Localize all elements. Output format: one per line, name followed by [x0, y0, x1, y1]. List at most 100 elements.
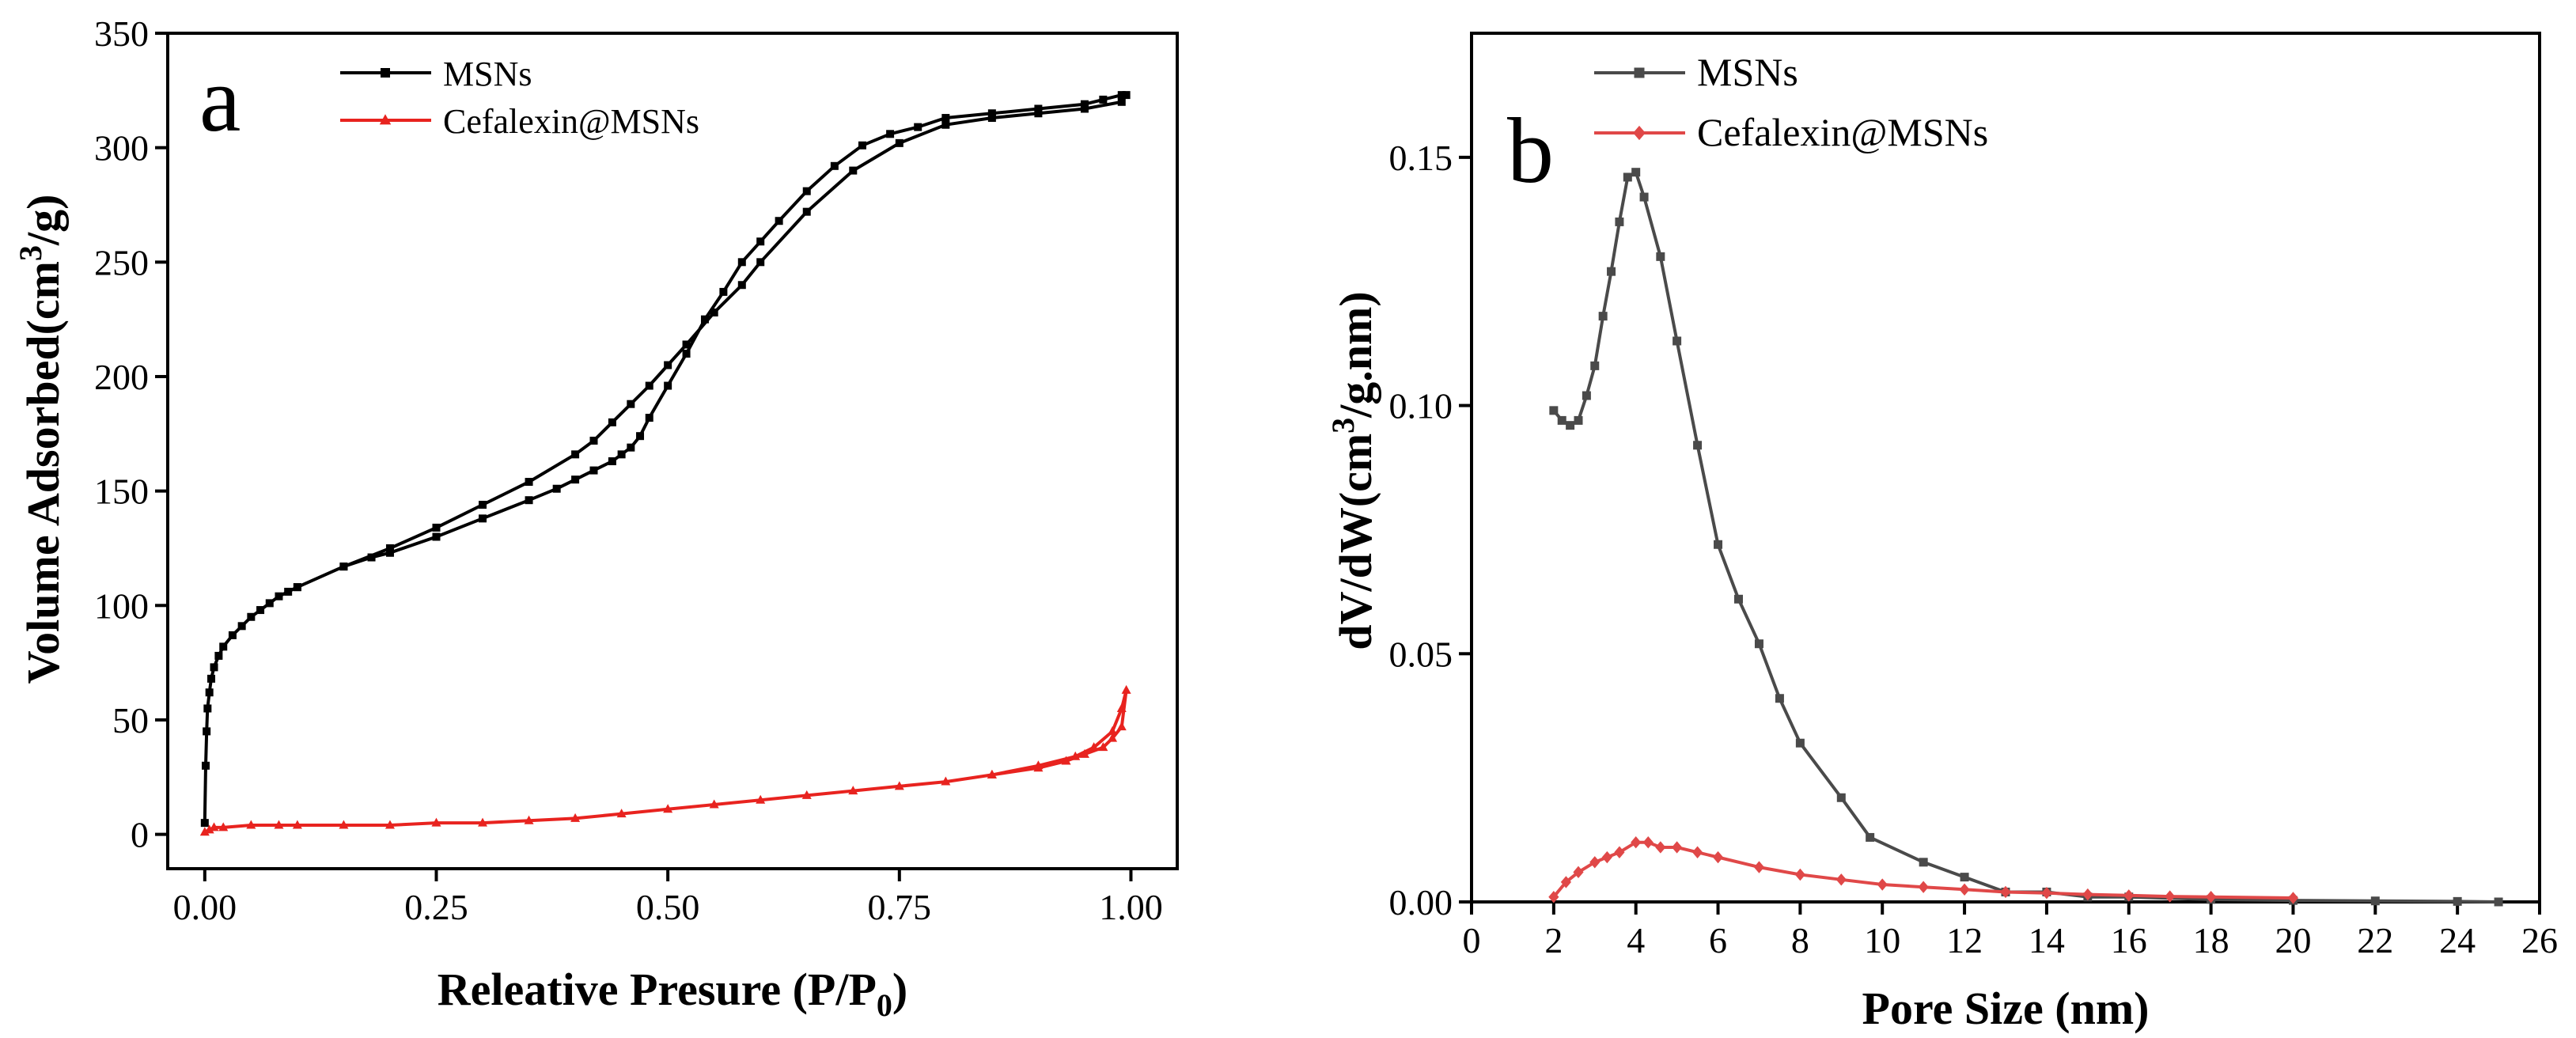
panel-a-data-point-msns — [858, 141, 866, 150]
panel-b-x-tick-label: 24 — [2439, 920, 2476, 960]
panel-b-data-point-msns — [1623, 172, 1632, 182]
panel-b-data-point-msns — [1598, 312, 1608, 321]
panel-a-y-tick-label: 300 — [94, 128, 149, 169]
panel-b-data-point-cefalexin-msns — [1691, 846, 1703, 858]
panel-b-data-point-msns — [2453, 896, 2462, 906]
panel-b-y-axis-label-superscript: 3 — [1325, 418, 1361, 434]
panel-a-data-point-cefalexin-msns — [570, 813, 581, 822]
panel-a-data-point-msns — [710, 308, 718, 316]
panel-b-data-point-cefalexin-msns — [1794, 868, 1805, 881]
panel-a-legend-marker-msns — [381, 68, 390, 78]
panel-b-data-point-msns — [1615, 217, 1624, 226]
panel-b-data-point-msns — [2494, 897, 2503, 907]
panel-b-data-point-cefalexin-msns — [2123, 889, 2135, 902]
panel-b-x-tick-label: 0 — [1463, 920, 1481, 960]
panel-a-data-point-msns — [1034, 104, 1043, 113]
panel-a-data-point-msns — [275, 592, 283, 600]
panel-a-data-point-cefalexin-msns — [709, 799, 719, 809]
panel-a-data-point-msns — [247, 612, 256, 621]
panel-b-y-tick-label: 0.00 — [1389, 882, 1453, 922]
panel-a-data-point-msns — [589, 466, 598, 475]
panel-b-data-point-cefalexin-msns — [1614, 846, 1625, 858]
panel-a-data-point-msns — [756, 237, 765, 246]
panel-b-series — [1548, 168, 2503, 907]
panel-a-x-ticks: 0.00 0.25 0.50 0.75 1.00 — [173, 869, 1163, 927]
panel-a-data-point-msns — [700, 315, 709, 324]
panel-a-y-ticks: 0 50 100 150 200 250 300 350 — [94, 13, 168, 855]
panel-b-series-line-msns — [1552, 170, 2499, 904]
panel-b-legend-label-cefalexin-msns: Cefalexin@MSNs — [1697, 110, 1988, 154]
panel-a-data-point-msns — [737, 258, 746, 267]
panel-a-data-point-msns — [385, 544, 394, 552]
panel-b-data-point-cefalexin-msns — [1672, 841, 1683, 854]
panel-b-data-point-msns — [1775, 694, 1784, 703]
panel-a-y-axis-label-superscript: 3 — [13, 245, 48, 261]
panel-b-x-tick-label: 12 — [1946, 920, 1983, 960]
panel-b-data-point-cefalexin-msns — [2206, 891, 2217, 904]
panel-a-data-point-cefalexin-msns — [1108, 733, 1118, 742]
panel-b-legend-marker-msns — [1634, 67, 1645, 78]
panel-a-data-point-msns — [886, 130, 895, 138]
panel-b-plot-frame — [1470, 32, 2541, 904]
panel-a-data-point-msns — [228, 631, 237, 639]
panel-a-y-axis-label-close: /g) — [17, 195, 69, 246]
panel-a-data-point-msns — [1117, 91, 1126, 100]
panel-a-data-point-msns — [617, 450, 626, 459]
panel-a-data-point-cefalexin-msns — [209, 822, 219, 832]
panel-a-y-tick-label: 350 — [94, 13, 149, 54]
panel-b-x-tick-label: 10 — [1864, 920, 1900, 960]
panel-a-data-point-cefalexin-msns — [1061, 756, 1071, 765]
panel-a-data-point-cefalexin-msns — [1121, 684, 1131, 694]
panel-a-legend-marker-cefalexin-msns — [379, 114, 392, 125]
panel-a-data-point-msns — [1099, 95, 1108, 104]
panel-b-data-point-msns — [1607, 267, 1616, 276]
panel-a-data-point-msns — [682, 350, 691, 358]
panel-a-plot-frame — [166, 32, 1179, 870]
panel-a-data-point-msns — [339, 563, 348, 571]
panel-a-data-point-cefalexin-msns — [385, 820, 395, 829]
panel-a-data-point-msns — [589, 436, 598, 445]
panel-a-y-tick-label: 250 — [94, 242, 149, 282]
panel-b-data-point-msns — [1631, 168, 1641, 177]
panel-a-data-point-cefalexin-msns — [894, 781, 904, 790]
panel-b-data-point-msns — [1693, 441, 1703, 450]
panel-a-adsorption-isotherm: 0.00 0.25 0.50 0.75 1.00 0 50 100 150 200 250 300 3… — [13, 13, 1179, 1023]
panel-b-data-point-cefalexin-msns — [1712, 850, 1724, 864]
panel-b-y-tick-label: 0.05 — [1389, 634, 1453, 674]
panel-a-data-point-cefalexin-msns — [339, 820, 349, 829]
panel-a-data-point-msns — [219, 642, 228, 651]
panel-a-data-point-msns — [203, 727, 211, 736]
panel-a-data-point-msns — [1080, 100, 1089, 108]
panel-b-data-point-msns — [1582, 391, 1591, 400]
panel-b-data-point-msns — [1557, 415, 1566, 425]
panel-a-legend-label-cefalexin-msns: Cefalexin@MSNs — [443, 102, 699, 141]
panel-a-x-axis-label-subscript: 0 — [877, 987, 892, 1023]
panel-a-data-point-msns — [636, 432, 645, 441]
panel-a-data-point-cefalexin-msns — [1108, 725, 1118, 735]
panel-b-x-tick-label: 22 — [2357, 920, 2393, 960]
panel-a-data-point-msns — [756, 258, 765, 267]
panel-a-data-point-msns — [830, 161, 839, 170]
panel-b-y-tick-label: 0.10 — [1389, 386, 1453, 426]
panel-a-data-point-cefalexin-msns — [1116, 703, 1127, 712]
panel-a-legend: MSNs Cefalexin@MSNs — [340, 55, 699, 141]
panel-a-data-point-msns — [265, 599, 274, 608]
panel-a-data-point-msns — [645, 381, 653, 390]
panel-a-data-point-msns — [737, 281, 746, 290]
panel-a-data-point-cefalexin-msns — [1116, 722, 1127, 731]
panel-a-data-point-cefalexin-msns — [616, 809, 627, 818]
panel-a-x-axis-label: Releative Presure (P/P0) — [438, 964, 907, 1023]
panel-b-legend-marker-cefalexin-msns — [1633, 125, 1646, 141]
panel-a-data-point-msns — [571, 475, 580, 484]
panel-b-y-ticks: 0.00 0.05 0.10 0.15 — [1389, 138, 1472, 922]
panel-a-data-point-msns — [849, 166, 858, 175]
panel-b-data-point-cefalexin-msns — [2082, 888, 2093, 901]
panel-b-data-point-cefalexin-msns — [1573, 866, 1584, 879]
panel-a-data-point-cefalexin-msns — [292, 820, 302, 829]
panel-a-data-point-cefalexin-msns — [848, 786, 858, 795]
panel-a-data-point-msns — [627, 443, 635, 452]
panel-b-data-point-cefalexin-msns — [1877, 878, 1888, 891]
panel-a-data-point-cefalexin-msns — [1070, 751, 1081, 760]
panel-b-label: b — [1507, 99, 1554, 203]
panel-a-data-point-msns — [201, 761, 210, 770]
